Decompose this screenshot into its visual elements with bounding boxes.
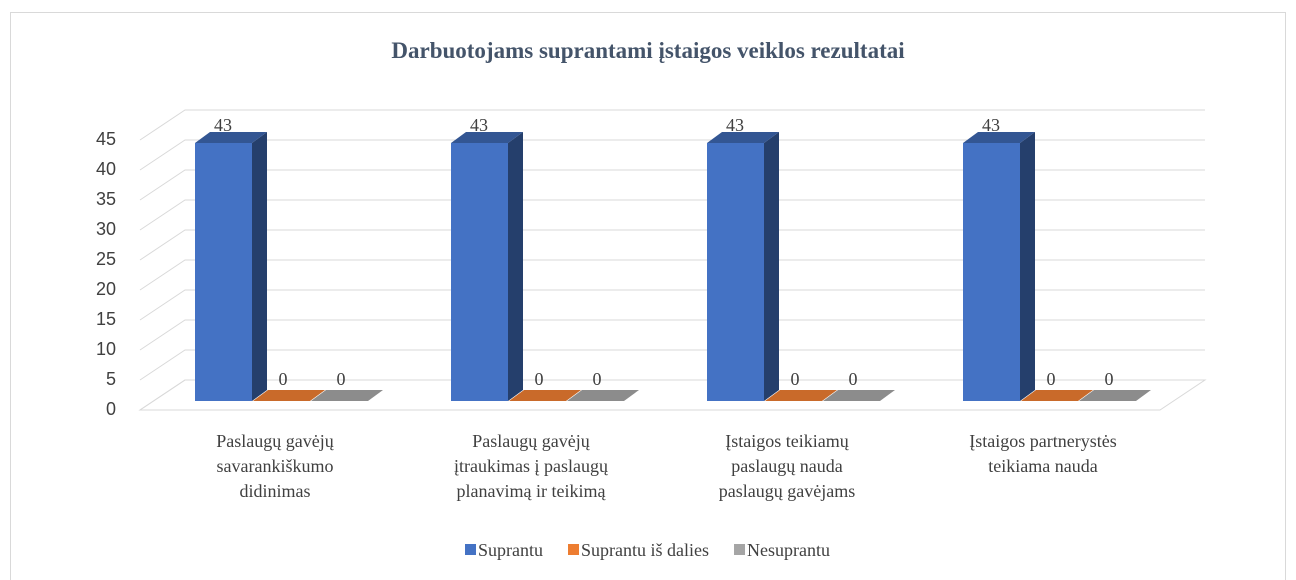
data-label: 43 (726, 115, 744, 135)
bar-side (252, 132, 267, 401)
x-tick-label: Įstaigos partnerystės teikiama nauda (969, 431, 1116, 476)
bar-top (509, 390, 581, 401)
x-tick-label: Paslaugų gavėjų savarankiškumo didinimas (216, 431, 334, 501)
bar-top (1021, 390, 1093, 401)
y-tick-label: 0 (106, 399, 116, 419)
y-tick-label: 25 (96, 249, 116, 269)
bar (253, 390, 325, 401)
data-label: 0 (279, 369, 288, 389)
bar-front (451, 143, 508, 401)
bar-top (311, 390, 383, 401)
bar (311, 390, 383, 401)
y-tick-label: 20 (96, 279, 116, 299)
bar-top (1079, 390, 1151, 401)
grid-line (139, 349, 1205, 381)
bar (823, 390, 895, 401)
bar-side (1020, 132, 1035, 401)
bar (567, 390, 639, 401)
data-label: 0 (1105, 369, 1114, 389)
grid-line (139, 259, 1205, 291)
bar-top (567, 390, 639, 401)
grid-line (139, 139, 1205, 171)
x-tick-label: Paslaugų gavėjų įtraukimas į paslaugų plan… (454, 431, 609, 501)
data-label: 43 (982, 115, 1000, 135)
grid-line (139, 109, 1205, 141)
data-label: 0 (849, 369, 858, 389)
legend-label: Suprantu (478, 540, 543, 560)
bar-top (195, 132, 267, 143)
data-label: 0 (791, 369, 800, 389)
data-label: 0 (593, 369, 602, 389)
bar-top (823, 390, 895, 401)
legend-label: Nesuprantu (747, 540, 830, 560)
bar (195, 132, 267, 401)
legend-swatch (465, 544, 477, 555)
y-tick-label: 10 (96, 339, 116, 359)
y-tick-label: 15 (96, 309, 116, 329)
bar-top (765, 390, 837, 401)
x-tick-label: Įstaigos teikiamų paslaugų nauda paslaugų … (719, 431, 855, 501)
data-label: 0 (1047, 369, 1056, 389)
legend-swatch (734, 544, 746, 555)
grid-line (139, 319, 1205, 351)
y-tick-label: 35 (96, 189, 116, 209)
y-tick-label: 40 (96, 159, 116, 179)
bar-front (195, 143, 252, 401)
bar (1021, 390, 1093, 401)
bar (451, 132, 523, 401)
bar-top (451, 132, 523, 143)
bar (509, 390, 581, 401)
bar (765, 390, 837, 401)
bar-top (253, 390, 325, 401)
chart-title: Darbuotojams suprantami įstaigos veiklos… (391, 38, 905, 63)
bar (1079, 390, 1151, 401)
bar-top (707, 132, 779, 143)
legend-swatch (568, 544, 580, 555)
bar-side (764, 132, 779, 401)
grid-line (139, 199, 1205, 231)
legend-label: Suprantu iš dalies (581, 540, 709, 560)
bar (963, 132, 1035, 401)
data-label: 43 (214, 115, 232, 135)
data-label: 43 (470, 115, 488, 135)
bar-top (963, 132, 1035, 143)
bar-front (963, 143, 1020, 401)
grid-line (139, 379, 1205, 411)
bar-side (508, 132, 523, 401)
y-tick-label: 30 (96, 219, 116, 239)
y-tick-label: 45 (96, 129, 116, 149)
bar-front (707, 143, 764, 401)
data-label: 0 (535, 369, 544, 389)
grid-line (139, 229, 1205, 261)
grid-line (139, 169, 1205, 201)
grid-line (139, 289, 1205, 321)
data-label: 0 (337, 369, 346, 389)
bar (707, 132, 779, 401)
y-tick-label: 5 (106, 369, 116, 389)
